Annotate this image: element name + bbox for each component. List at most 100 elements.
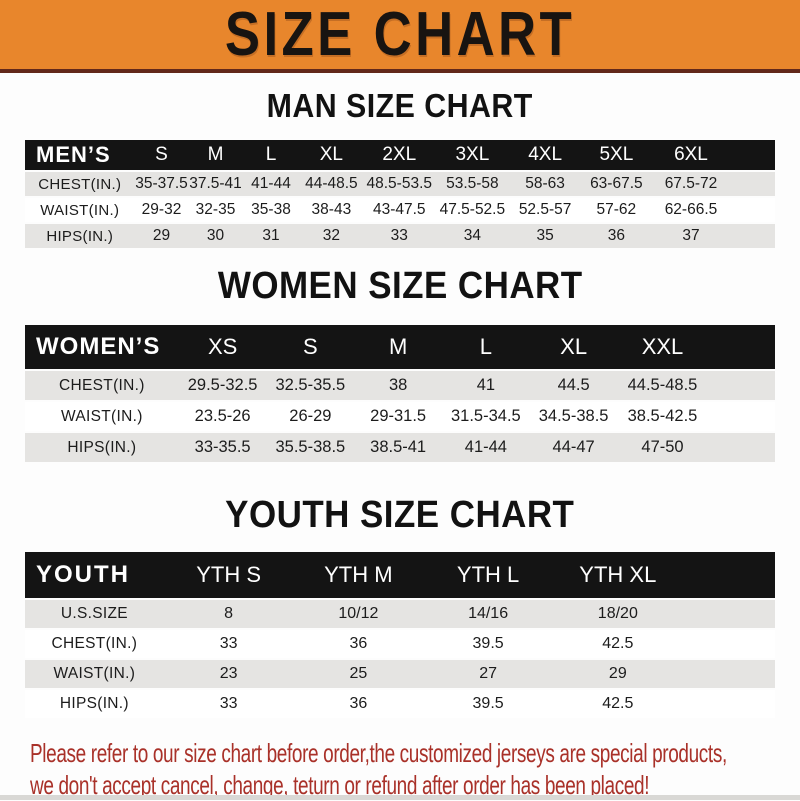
size-value-cell: 14/16 [423,599,553,628]
size-value-cell: 30 [188,224,243,249]
women-measurement-row: CHEST(IN.) 29.5-32.5 32.5-35.5 38 41 44.5 44.5… [25,371,775,401]
women-size-column-header: M [354,325,442,370]
size-value-cell: 33 [363,224,436,249]
youth-size-table: YOUTH YTH S YTH M YTH L YTH XL U.S.SIZE 8 10/12… [25,550,775,720]
spacer-cell [729,140,775,171]
size-chart-banner: SIZE CHART [0,0,800,73]
size-value-cell: 53.5-58 [435,172,510,197]
size-value-cell: 29.5-32.5 [178,371,267,401]
youth-size-column-header: YTH L [423,551,553,598]
women-size-column-header: XL [529,325,618,370]
men-measurement-row: WAIST(IN.) 29-32 32-35 35-38 38-43 43-47.5 47.… [25,198,775,223]
women-size-column-header: XS [178,325,267,370]
spacer-cell [707,325,775,370]
women-measurement-row: HIPS(IN.) 33-35.5 35.5-38.5 38.5-41 41-44 44-… [25,433,775,463]
size-value-cell: 31.5-34.5 [442,402,530,432]
size-value-cell: 39.5 [423,689,553,718]
spacer-cell [682,689,775,718]
women-size-column-header: L [442,325,530,370]
size-value-cell: 23.5-26 [178,402,267,432]
size-value-cell: 58-63 [509,172,581,197]
women-size-column-header: S [266,325,355,370]
size-value-cell: 10/12 [293,599,424,628]
banner-title: SIZE CHART [224,0,576,69]
size-value-cell: 37.5-41 [188,172,243,197]
size-value-cell: 34.5-38.5 [529,402,618,432]
youth-measurement-row: WAIST(IN.) 23 25 27 29 [25,659,775,688]
size-value-cell: 25 [293,659,424,688]
youth-section-heading: YOUTH SIZE CHART [25,494,775,537]
spacer-cell [707,402,775,432]
size-value-cell: 38-43 [299,198,364,223]
size-value-cell: 29-32 [134,198,189,223]
youth-size-column-header: YTH M [293,551,424,598]
men-section-heading-text: MAN SIZE CHART [266,87,534,124]
youth-section: YOUTH SIZE CHART YOUTH YTH S YTH M YTH L YTH… [25,494,775,720]
size-value-cell: 35-37.5 [134,172,189,197]
spacer-cell [729,224,775,249]
women-section-heading: WOMEN SIZE CHART [25,265,775,308]
women-section: WOMEN SIZE CHART WOMEN’S XS S M L XL XXL CHEST(… [25,265,775,464]
size-value-cell: 42.5 [552,689,683,718]
row-label: HIPS(IN.) [25,433,179,463]
men-section: MAN SIZE CHART MEN’S S M L XL 2XL 3XL 4XL 5XL 6XL… [25,87,775,250]
women-table-host: WOMEN’S XS S M L XL XXL CHEST(IN.) 29.5-32.5 32.5… [25,323,775,464]
footer-line-1: Please refer to our size chart before or… [30,737,727,768]
men-size-column-header: XL [299,140,364,171]
size-value-cell: 44-47 [529,433,618,463]
size-value-cell: 38.5-41 [354,433,442,463]
youth-table-host: YOUTH YTH S YTH M YTH L YTH XL U.S.SIZE 8 10/12… [25,550,775,720]
row-label: CHEST(IN.) [25,629,164,658]
size-value-cell: 8 [163,599,294,628]
women-size-column-header: XXL [617,325,708,370]
spacer-cell [729,172,775,197]
spacer-cell [707,433,775,463]
size-value-cell: 23 [163,659,294,688]
size-value-cell: 29-31.5 [354,402,442,432]
row-label: CHEST(IN.) [25,172,135,197]
spacer-cell [682,551,775,598]
size-value-cell: 35.5-38.5 [266,433,355,463]
size-value-cell: 42.5 [552,629,683,658]
youth-size-column-header: YTH S [163,551,294,598]
men-size-column-header: 5XL [580,140,652,171]
footer-disclaimer: Please refer to our size chart before or… [30,737,800,801]
row-label: U.S.SIZE [25,599,164,628]
youth-size-column-header: YTH XL [552,551,683,598]
size-value-cell: 39.5 [423,629,553,658]
men-section-heading: MAN SIZE CHART [25,87,775,124]
spacer-cell [707,371,775,401]
size-value-cell: 47-50 [617,433,708,463]
row-label: WAIST(IN.) [25,198,135,223]
spacer-cell [682,629,775,658]
women-measurement-row: WAIST(IN.) 23.5-26 26-29 29-31.5 31.5-34.5 34… [25,402,775,432]
size-value-cell: 38 [354,371,442,401]
row-label: WAIST(IN.) [25,659,164,688]
size-value-cell: 35-38 [242,198,300,223]
men-table-header-row: MEN’S S M L XL 2XL 3XL 4XL 5XL 6XL [25,140,775,171]
men-size-column-header: 2XL [363,140,436,171]
size-value-cell: 26-29 [266,402,355,432]
size-value-cell: 41 [442,371,530,401]
women-section-heading-text: WOMEN SIZE CHART [217,265,583,308]
size-value-cell: 32 [299,224,364,249]
youth-table-title-cell: YOUTH [25,551,164,598]
men-size-column-header: M [188,140,243,171]
size-value-cell: 36 [293,689,424,718]
men-table-title-cell: MEN’S [25,140,135,171]
size-value-cell: 32-35 [188,198,243,223]
women-size-table: WOMEN’S XS S M L XL XXL CHEST(IN.) 29.5-32.5 32.5… [25,323,775,464]
size-value-cell: 29 [552,659,683,688]
bottom-edge-divider [0,795,800,800]
size-value-cell: 44.5 [529,371,618,401]
size-value-cell: 41-44 [442,433,530,463]
youth-section-heading-text: YOUTH SIZE CHART [225,494,575,537]
size-value-cell: 35 [509,224,581,249]
men-size-column-header: S [134,140,189,171]
size-value-cell: 63-67.5 [580,172,652,197]
row-label: HIPS(IN.) [25,224,135,249]
size-value-cell: 37 [651,224,730,249]
men-measurement-row: CHEST(IN.) 35-37.5 37.5-41 41-44 44-48.5 48.5… [25,172,775,197]
youth-measurement-row: U.S.SIZE 8 10/12 14/16 18/20 [25,599,775,628]
size-value-cell: 33 [163,689,294,718]
